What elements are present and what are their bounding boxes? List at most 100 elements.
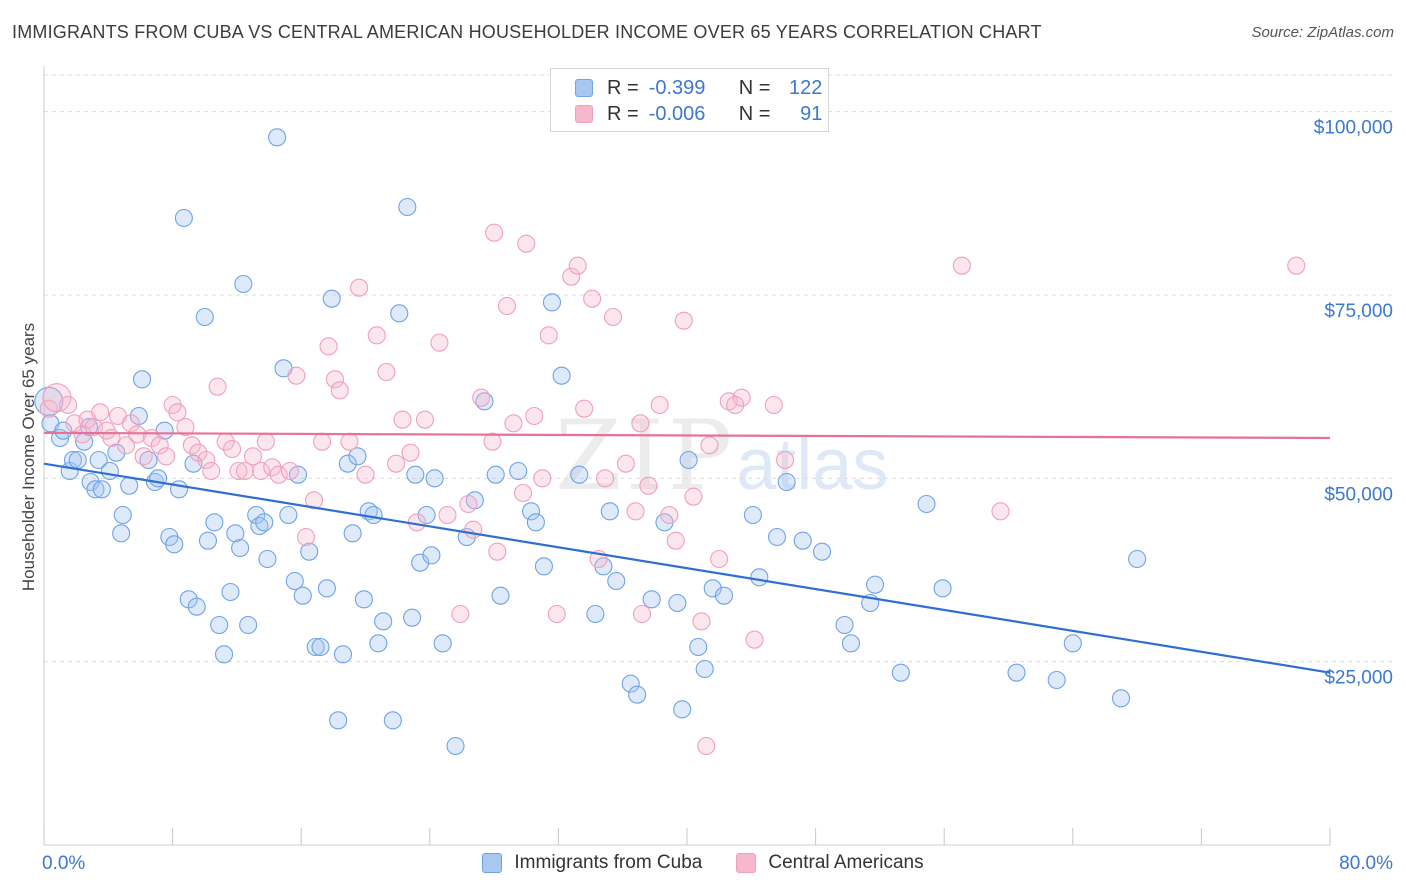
central-americans-point — [595, 469, 615, 488]
central-americans-point — [483, 432, 502, 451]
cuba-point — [120, 476, 139, 495]
cuba-point — [703, 579, 722, 598]
central-americans-point — [710, 549, 729, 569]
central-americans-point — [616, 454, 635, 473]
cuba-point — [205, 513, 224, 532]
central-americans-point — [639, 476, 658, 495]
cuba-point — [866, 575, 885, 594]
axes — [43, 66, 1331, 846]
cuba-point — [226, 524, 245, 543]
cuba-point — [258, 549, 277, 569]
cuba-point — [311, 637, 330, 657]
axis-labels: $25,000 $50,000 $75,000 $100,000 0.0% 80.0% Ho… — [19, 118, 1393, 874]
central-americans-point — [504, 414, 523, 433]
cuba-point — [174, 208, 193, 228]
cuba-point — [891, 663, 910, 682]
central-americans-point — [604, 307, 623, 327]
central-americans-point — [157, 447, 176, 466]
cuba-point — [79, 417, 99, 437]
cuba-point — [255, 513, 274, 532]
cuba-point — [767, 527, 787, 547]
chart-title: IMMIGRANTS FROM CUBA VS CENTRAL AMERICAN… — [12, 22, 1042, 42]
legend-n-value: 91 — [800, 102, 823, 125]
source-label: Source: ZipAtlas.com — [1251, 24, 1394, 41]
central-americans-point — [305, 491, 324, 510]
central-americans-point — [568, 256, 587, 275]
cuba-point — [1007, 663, 1026, 682]
cuba-point — [86, 480, 105, 499]
cuba-point — [1111, 689, 1131, 708]
central-americans-point — [182, 436, 201, 455]
cuba-point — [570, 465, 589, 484]
central-americans-point — [497, 296, 517, 316]
cuba-point — [333, 645, 353, 664]
series-legend-cuba[interactable]: Immigrants from Cuba — [482, 852, 702, 874]
legend-swatch-cuba — [575, 79, 593, 97]
cuba-point — [92, 480, 111, 499]
cuba-trend-line — [43, 462, 1331, 674]
cuba-point — [89, 450, 108, 470]
legend-swatch-central-americans — [575, 105, 593, 123]
cuba-point — [390, 304, 409, 323]
series-legend: Immigrants from Cuba Central Americans — [0, 852, 1406, 874]
cuba-point — [329, 711, 348, 730]
central-americans-point — [697, 736, 716, 756]
legend-r-label: R = — [607, 102, 639, 125]
central-americans-point — [150, 436, 169, 455]
cuba-point — [231, 538, 250, 558]
cuba-point — [679, 450, 698, 470]
central-americans-point — [533, 469, 552, 488]
cuba-point — [534, 557, 553, 576]
cuba-point — [234, 274, 253, 294]
cuba-point — [812, 542, 832, 561]
cuba-point — [433, 634, 452, 653]
trend-lines — [43, 431, 1331, 674]
series-swatch-cuba — [482, 853, 503, 873]
central-americans-point — [626, 502, 645, 521]
watermark-zip: ZIP — [555, 400, 737, 512]
watermark: ZIPatlas — [555, 400, 888, 512]
central-americans-point — [451, 604, 470, 624]
series-legend-central-americans[interactable]: Central Americans — [736, 852, 924, 874]
central-americans-point — [367, 326, 386, 345]
central-americans-point — [330, 381, 349, 400]
cuba-point — [607, 571, 626, 591]
cuba-point — [552, 366, 571, 385]
cuba-point — [422, 546, 441, 565]
cuba-point — [285, 571, 304, 591]
cuba-point — [369, 634, 388, 653]
central-americans-point — [700, 436, 719, 455]
cuba-point — [293, 586, 312, 605]
cuba-point — [411, 553, 430, 572]
cuba-point — [835, 615, 854, 635]
legend-n-label: N = — [738, 76, 771, 99]
y-tick-label: $50,000 — [1324, 484, 1393, 505]
central-americans-point — [745, 630, 764, 649]
cuba-point — [600, 502, 619, 521]
central-americans-point — [562, 267, 581, 286]
cuba-point — [526, 513, 545, 532]
central-americans-point — [660, 505, 679, 525]
central-americans-point — [208, 377, 227, 396]
central-americans-point — [472, 388, 491, 407]
legend-n-label: N = — [738, 102, 771, 125]
cuba-point — [165, 535, 184, 554]
cuba-point — [221, 582, 240, 602]
cuba-point — [300, 542, 319, 561]
cuba-point — [198, 531, 218, 550]
central-americans-point — [269, 465, 288, 484]
series-name-cuba: Immigrants from Cuba — [514, 852, 703, 873]
cuba-point — [383, 711, 402, 730]
central-americans-point — [176, 417, 195, 437]
cuba-point — [317, 579, 336, 598]
central-americans-point — [525, 406, 544, 426]
central-americans-point — [313, 432, 332, 451]
cuba-point — [933, 579, 952, 598]
central-americans-point — [513, 483, 533, 503]
central-americans-point — [517, 234, 536, 253]
y-axis-label: Householder Income Over 65 years — [19, 323, 38, 591]
central-americans-point — [438, 505, 457, 525]
central-americans-point — [223, 439, 242, 459]
data-points — [34, 128, 1306, 756]
